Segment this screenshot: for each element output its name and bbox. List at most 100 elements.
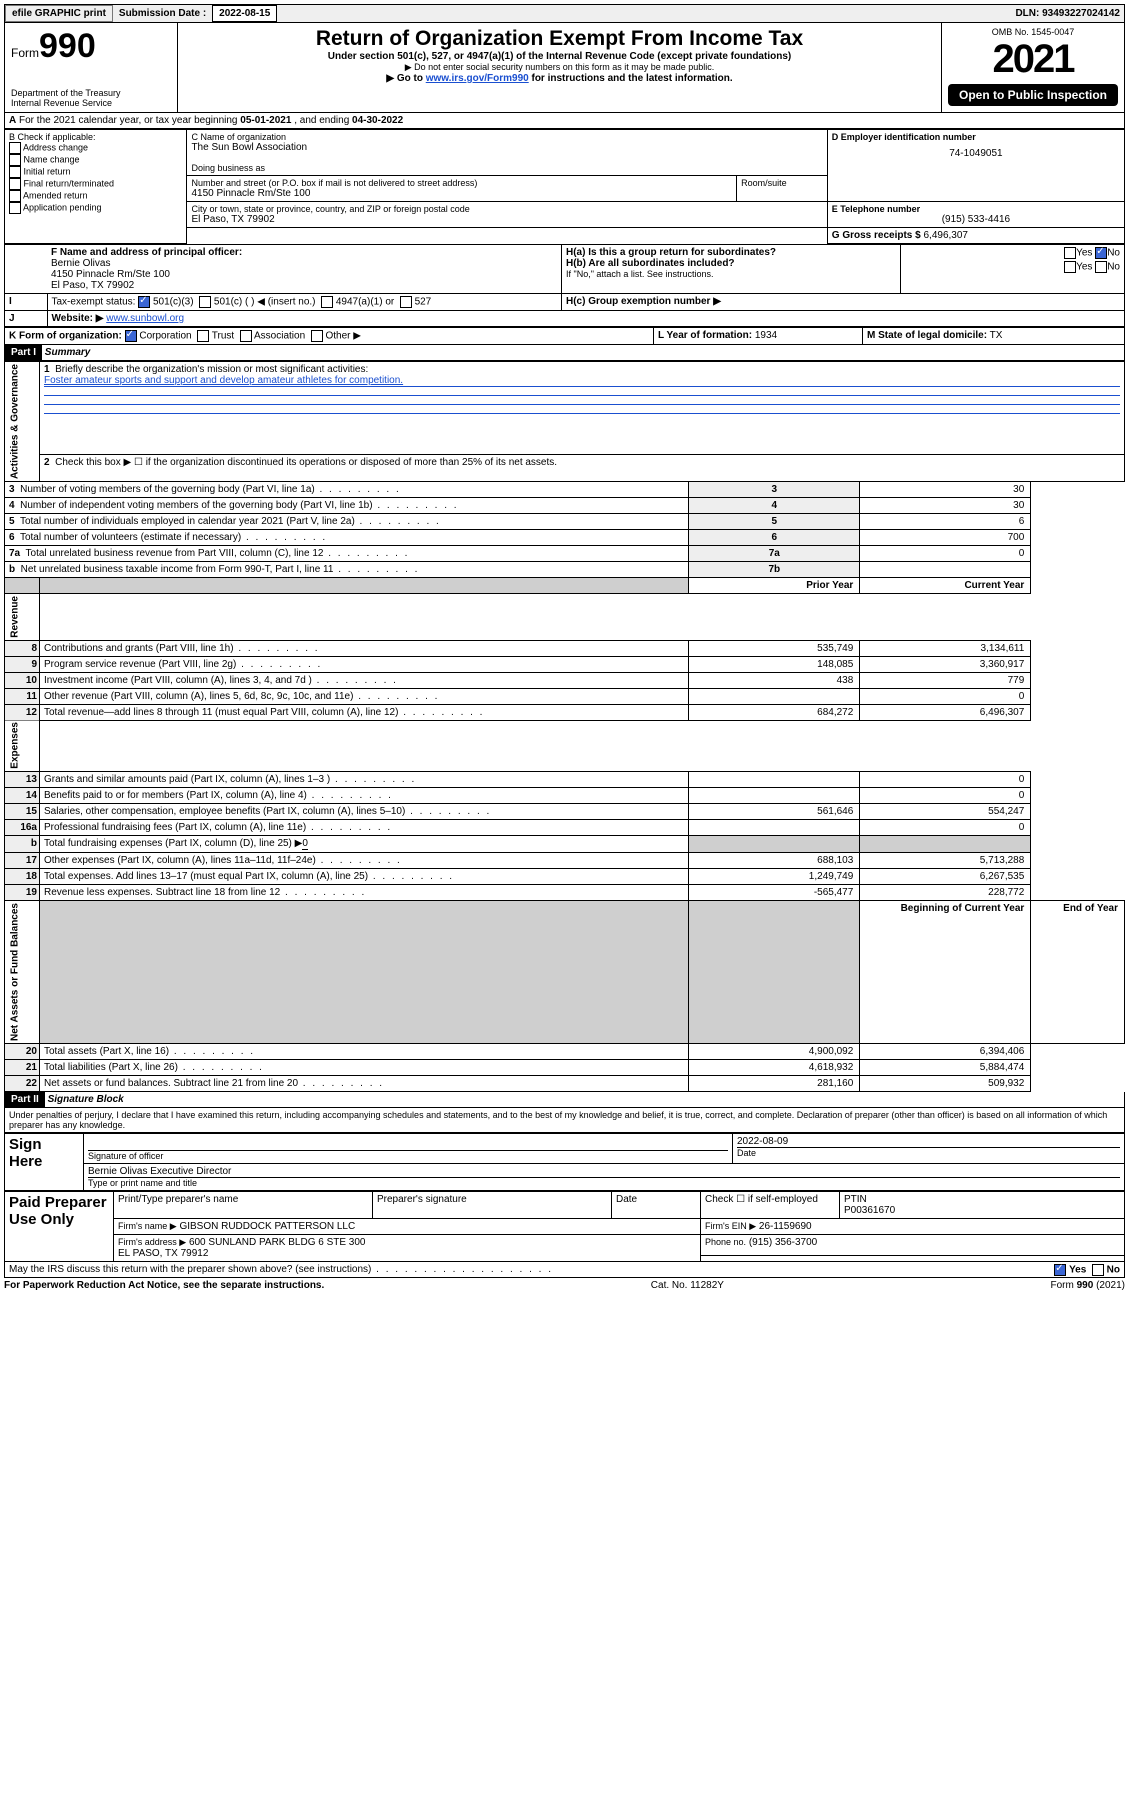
firm-addr-label: Firm's address ▶	[118, 1237, 186, 1247]
penalties-text: Under penalties of perjury, I declare th…	[4, 1108, 1125, 1133]
table-row: 3 Number of voting members of the govern…	[5, 482, 1125, 498]
form-number: Form990	[11, 27, 171, 66]
table-row: 9Program service revenue (Part VIII, lin…	[5, 656, 1125, 672]
j-label: Website: ▶	[52, 313, 104, 324]
firm-ein: 26-1159690	[759, 1221, 812, 1232]
table-row: 22Net assets or fund balances. Subtract …	[5, 1076, 1125, 1092]
m-label: M State of legal domicile:	[867, 330, 987, 341]
b-check-item[interactable]: Application pending	[9, 202, 182, 214]
form-subtitle-2: ▶ Do not enter social security numbers o…	[184, 62, 935, 73]
discuss-yes-checkbox[interactable]	[1054, 1264, 1066, 1276]
firm-phone: (915) 356-3700	[749, 1237, 817, 1248]
l-label: L Year of formation:	[658, 330, 752, 341]
prior-year-hdr: Prior Year	[689, 578, 860, 594]
begin-year-hdr: Beginning of Current Year	[860, 901, 1031, 1044]
b-check-item[interactable]: Name change	[9, 154, 182, 166]
b-check-item[interactable]: Amended return	[9, 190, 182, 202]
table-row: 12Total revenue—add lines 8 through 11 (…	[5, 704, 1125, 720]
table-row: 13Grants and similar amounts paid (Part …	[5, 772, 1125, 788]
i-501c3-checkbox[interactable]	[138, 296, 150, 308]
table-row: 10Investment income (Part VIII, column (…	[5, 672, 1125, 688]
table-row: 5 Total number of individuals employed i…	[5, 514, 1125, 530]
sign-here-block: Sign Here Signature of officer 2022-08-0…	[4, 1133, 1125, 1191]
page-footer: For Paperwork Reduction Act Notice, see …	[4, 1280, 1125, 1291]
dept-treasury: Department of the Treasury	[11, 88, 171, 98]
firm-phone-label: Phone no.	[705, 1237, 746, 1247]
org-name: The Sun Bowl Association	[191, 142, 822, 153]
l-value: 1934	[755, 330, 777, 341]
hb-yes-checkbox[interactable]	[1064, 261, 1076, 273]
sign-here-label: Sign Here	[5, 1134, 84, 1191]
c-name-label: C Name of organization	[191, 132, 822, 142]
line1-label: Briefly describe the organization's miss…	[55, 364, 368, 375]
k-label: K Form of organization:	[9, 331, 122, 342]
irs-link[interactable]: www.irs.gov/Form990	[426, 73, 529, 84]
prep-name-hdr: Print/Type preparer's name	[114, 1192, 373, 1219]
b-check-item[interactable]: Final return/terminated	[9, 178, 182, 190]
city-value: El Paso, TX 79902	[191, 214, 822, 225]
ha-yes-checkbox[interactable]	[1064, 247, 1076, 259]
website-link[interactable]: www.sunbowl.org	[106, 313, 184, 324]
table-row: b Net unrelated business taxable income …	[5, 562, 1125, 578]
table-row: 11Other revenue (Part VIII, column (A), …	[5, 688, 1125, 704]
b-label: B Check if applicable:	[9, 132, 182, 142]
side-governance: Activities & Governance	[5, 362, 40, 482]
mission-text: Foster amateur sports and support and de…	[44, 375, 403, 386]
gross-receipts: 6,496,307	[923, 230, 968, 241]
dln: DLN: 93493227024142	[1015, 8, 1124, 19]
table-row: 20Total assets (Part X, line 16)4,900,09…	[5, 1044, 1125, 1060]
hb-note: If "No," attach a list. See instructions…	[566, 269, 896, 279]
tax-year: 2021	[948, 37, 1118, 82]
table-row: 14Benefits paid to or for members (Part …	[5, 788, 1125, 804]
footer-left: For Paperwork Reduction Act Notice, see …	[4, 1280, 324, 1291]
prep-sig-hdr: Preparer's signature	[373, 1192, 612, 1219]
table-row: 16aProfessional fundraising fees (Part I…	[5, 820, 1125, 836]
ha-no-checkbox[interactable]	[1095, 247, 1107, 259]
self-emp-hdr: Check ☐ if self-employed	[701, 1192, 840, 1219]
submission-date-label: Submission Date :	[117, 8, 208, 19]
sig-officer-label: Signature of officer	[88, 1150, 728, 1161]
line16b-text: Total fundraising expenses (Part IX, col…	[44, 838, 302, 849]
table-row: 4 Number of independent voting members o…	[5, 498, 1125, 514]
form-title: Return of Organization Exempt From Incom…	[184, 27, 935, 51]
b-check-item[interactable]: Initial return	[9, 166, 182, 178]
k-assoc-checkbox[interactable]	[240, 330, 252, 342]
curr-year-hdr: Current Year	[860, 578, 1031, 594]
ha-label: H(a) Is this a group return for subordin…	[566, 247, 776, 258]
dba-label: Doing business as	[191, 163, 822, 173]
k-trust-checkbox[interactable]	[197, 330, 209, 342]
officer-name: Bernie Olivas	[51, 258, 557, 269]
k-corp-checkbox[interactable]	[125, 330, 137, 342]
footer-mid: Cat. No. 11282Y	[651, 1280, 724, 1291]
line2-text: Check this box ▶ ☐ if the organization d…	[55, 457, 557, 468]
table-row: 17Other expenses (Part IX, column (A), l…	[5, 853, 1125, 869]
table-row: 19Revenue less expenses. Subtract line 1…	[5, 885, 1125, 901]
side-revenue: Revenue	[5, 594, 40, 641]
form-header: Form990 Department of the Treasury Inter…	[4, 23, 1125, 113]
firm-addr: 600 SUNLAND PARK BLDG 6 STE 300	[189, 1237, 366, 1248]
hb-no-checkbox[interactable]	[1095, 261, 1107, 273]
i-label: Tax-exempt status:	[52, 297, 136, 308]
discuss-no-checkbox[interactable]	[1092, 1264, 1104, 1276]
omb-number: OMB No. 1545-0047	[948, 27, 1118, 37]
line16b-val: 0	[302, 838, 308, 850]
table-row: 21Total liabilities (Part X, line 26)4,6…	[5, 1060, 1125, 1076]
submission-date-value: 2022-08-15	[212, 5, 277, 22]
open-to-public-badge: Open to Public Inspection	[948, 84, 1118, 106]
line-a: A For the 2021 calendar year, or tax yea…	[4, 113, 1125, 129]
end-year-hdr: End of Year	[1031, 901, 1125, 1044]
i-4947-checkbox[interactable]	[321, 296, 333, 308]
prep-date-hdr: Date	[612, 1192, 701, 1219]
klm-row: K Form of organization: Corporation Trus…	[4, 327, 1125, 345]
part1-header: Part I Summary	[4, 345, 1125, 361]
i-501c-checkbox[interactable]	[199, 296, 211, 308]
efile-print-button[interactable]: efile GRAPHIC print	[5, 5, 113, 22]
b-check-item[interactable]: Address change	[9, 142, 182, 154]
i-527-checkbox[interactable]	[400, 296, 412, 308]
table-row: 18Total expenses. Add lines 13–17 (must …	[5, 869, 1125, 885]
firm-ein-label: Firm's EIN ▶	[705, 1221, 756, 1231]
k-other-checkbox[interactable]	[311, 330, 323, 342]
firm-name-label: Firm's name ▶	[118, 1221, 177, 1231]
summary-table: Activities & Governance 1 Briefly descri…	[4, 361, 1125, 1092]
paid-preparer-label: Paid Preparer Use Only	[5, 1192, 114, 1262]
